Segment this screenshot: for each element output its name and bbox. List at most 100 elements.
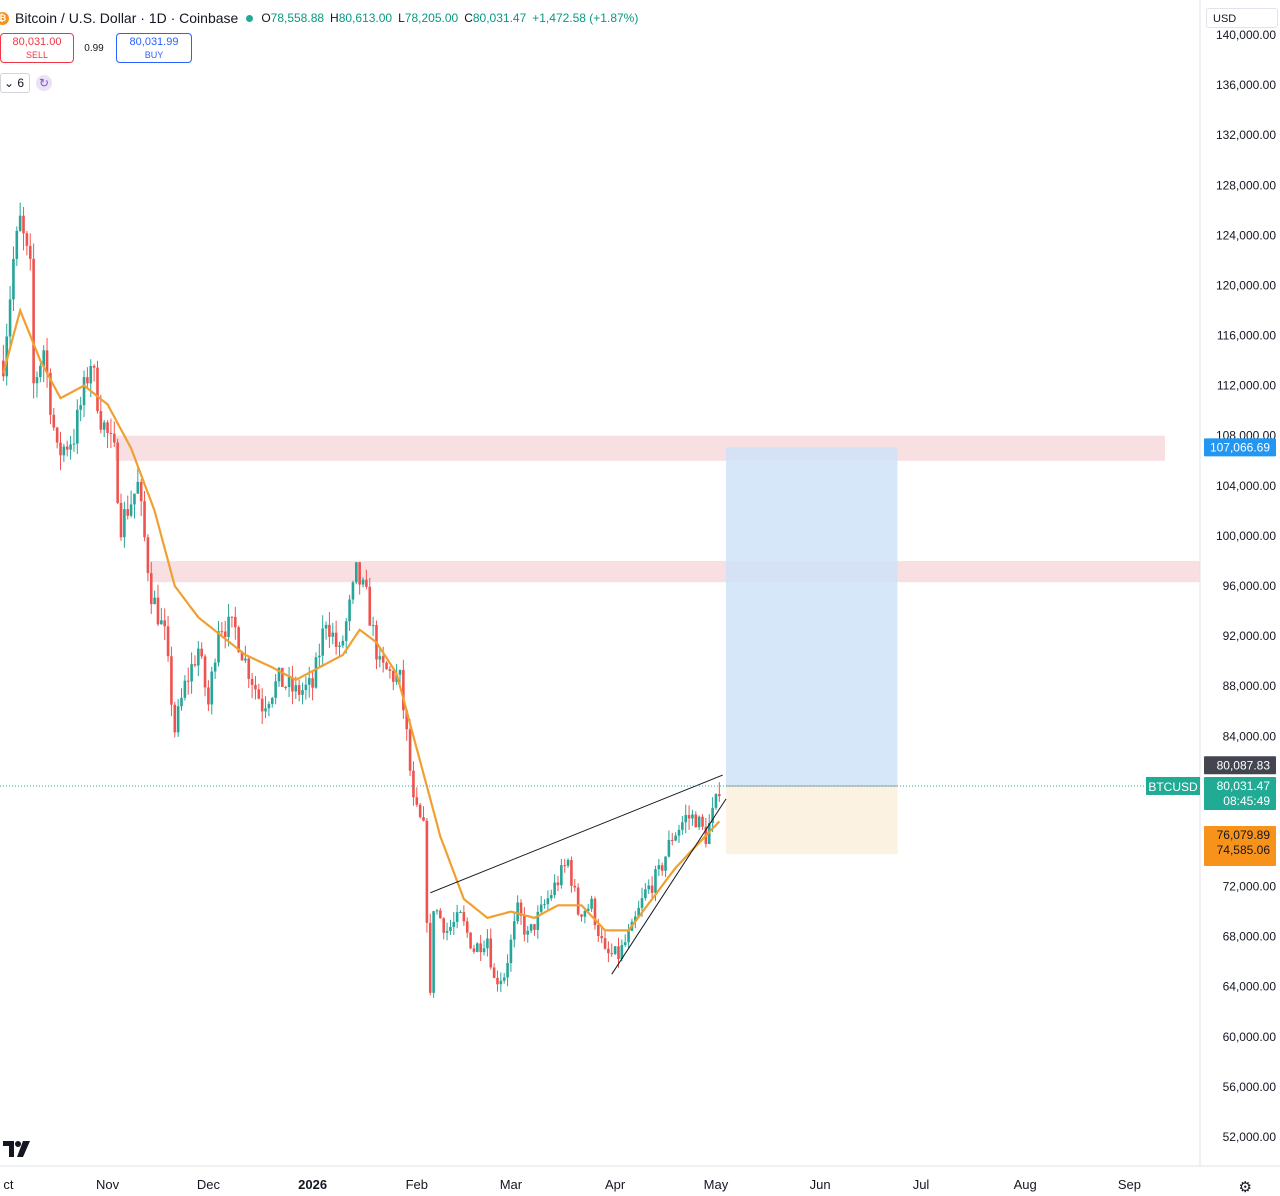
candle-body-25 bbox=[86, 377, 89, 384]
y-tick-label: 116,000.00 bbox=[1217, 329, 1276, 343]
y-tick-label: 104,000.00 bbox=[1216, 479, 1276, 493]
candle-body-63 bbox=[213, 662, 217, 672]
buy-label: BUY bbox=[144, 50, 164, 60]
candle-body-33 bbox=[112, 433, 116, 443]
candle-body-53 bbox=[180, 697, 183, 707]
candle-body-118 bbox=[398, 670, 402, 675]
y-tick-label: 64,000.00 bbox=[1223, 980, 1277, 994]
spread-value: 0.99 bbox=[84, 42, 104, 54]
candle-body-103 bbox=[348, 599, 351, 622]
candle-body-51 bbox=[173, 704, 177, 733]
candle-body-76 bbox=[257, 689, 261, 699]
candle-body-36 bbox=[123, 509, 126, 538]
candle-body-185 bbox=[623, 942, 627, 946]
candle-body-202 bbox=[681, 822, 684, 830]
ma-stop-tag-text: 76,079.89 bbox=[1217, 828, 1271, 842]
candle-body-59 bbox=[200, 648, 203, 657]
close-value: 80,031.47 bbox=[472, 11, 527, 25]
candle-body-142 bbox=[479, 943, 482, 953]
candle-body-0 bbox=[2, 360, 5, 377]
candle-body-62 bbox=[210, 671, 214, 705]
currency-select[interactable]: USD bbox=[1206, 8, 1278, 28]
candle-body-124 bbox=[418, 804, 422, 818]
candle-body-134 bbox=[452, 921, 456, 928]
buy-button[interactable]: 80,031.99 BUY bbox=[116, 33, 192, 63]
candle-body-105 bbox=[355, 562, 358, 583]
y-tick-label: 136,000.00 bbox=[1216, 78, 1276, 92]
bitcoin-icon[interactable]: ₿ bbox=[0, 11, 9, 25]
high-label: H bbox=[330, 11, 339, 25]
candle-body-108 bbox=[365, 579, 368, 587]
candle-body-153 bbox=[516, 902, 519, 922]
high-value: 80,613.00 bbox=[338, 11, 393, 25]
sell-price: 80,031.00 bbox=[12, 36, 62, 48]
candle-body-127 bbox=[428, 922, 432, 993]
candle-body-191 bbox=[644, 889, 647, 899]
candle-body-188 bbox=[633, 916, 637, 922]
candle-body-34 bbox=[116, 442, 119, 503]
candle-body-145 bbox=[489, 938, 493, 968]
low-value: 78,205.00 bbox=[404, 11, 459, 25]
candle-body-161 bbox=[543, 904, 546, 906]
high-price-tag-bg bbox=[1204, 756, 1276, 775]
candle-body-79 bbox=[267, 704, 271, 709]
candle-body-212 bbox=[714, 794, 718, 808]
candle-body-2 bbox=[8, 299, 12, 337]
candle-body-156 bbox=[526, 930, 530, 935]
trendline-1 bbox=[430, 774, 723, 894]
last-price-tag-bg bbox=[1204, 776, 1276, 810]
candle-body-144 bbox=[486, 938, 489, 949]
candle-body-60 bbox=[203, 656, 207, 688]
candle-body-170 bbox=[573, 885, 577, 888]
candle-body-89 bbox=[301, 690, 304, 695]
indicators-collapse-button[interactable]: ⌄ 6 bbox=[0, 73, 31, 93]
candle-body-55 bbox=[186, 680, 190, 682]
candle-body-200 bbox=[674, 835, 677, 841]
y-tick-label: 56,000.00 bbox=[1223, 1080, 1277, 1094]
candle-body-176 bbox=[593, 898, 597, 926]
candle-body-5 bbox=[18, 215, 22, 231]
candle-body-98 bbox=[331, 632, 335, 637]
candle-body-148 bbox=[499, 980, 503, 985]
candle-body-169 bbox=[570, 860, 573, 886]
candle-body-193 bbox=[650, 885, 654, 893]
position-target-zone bbox=[725, 447, 898, 786]
x-tick-label: Feb bbox=[406, 1177, 428, 1192]
sell-button[interactable]: 80,031.00 SELL bbox=[0, 33, 74, 63]
candle-body-180 bbox=[607, 948, 610, 954]
candle-body-35 bbox=[119, 502, 123, 538]
candle-body-168 bbox=[566, 860, 570, 866]
symbol-label-text: BTCUSD bbox=[1148, 780, 1198, 794]
candle-body-154 bbox=[519, 902, 523, 916]
candle-body-190 bbox=[640, 898, 644, 908]
candle-body-115 bbox=[388, 669, 392, 671]
candle-body-171 bbox=[576, 887, 580, 915]
refresh-icon[interactable]: ↻ bbox=[36, 75, 53, 91]
candle-body-58 bbox=[197, 648, 200, 666]
candle-body-138 bbox=[465, 921, 469, 933]
candle-body-69 bbox=[233, 616, 237, 628]
sell-label: SELL bbox=[25, 50, 49, 60]
candle-body-40 bbox=[136, 481, 140, 494]
candle-body-66 bbox=[223, 631, 227, 637]
x-tick-label: Nov bbox=[96, 1177, 120, 1192]
gear-icon[interactable]: ⚙ bbox=[1238, 1179, 1252, 1196]
x-tick-label: Apr bbox=[605, 1177, 626, 1192]
candle-body-166 bbox=[560, 865, 563, 886]
candle-body-110 bbox=[371, 625, 375, 627]
symbol-title[interactable]: Bitcoin / U.S. Dollar · 1D · Coinbase bbox=[15, 10, 239, 26]
resistance-zone-2 bbox=[150, 560, 1200, 583]
candle-body-93 bbox=[314, 657, 318, 688]
market-status-icon bbox=[246, 14, 254, 22]
candle-body-43 bbox=[146, 537, 150, 574]
candle-body-208 bbox=[701, 816, 704, 827]
tradingview-logo[interactable] bbox=[2, 1138, 32, 1160]
candle-body-160 bbox=[539, 904, 543, 912]
candle-body-147 bbox=[496, 977, 499, 985]
candle-body-113 bbox=[381, 656, 385, 663]
candle-body-88 bbox=[297, 685, 301, 695]
candle-body-121 bbox=[408, 729, 412, 771]
candle-body-74 bbox=[250, 678, 254, 685]
candle-body-205 bbox=[691, 814, 694, 819]
